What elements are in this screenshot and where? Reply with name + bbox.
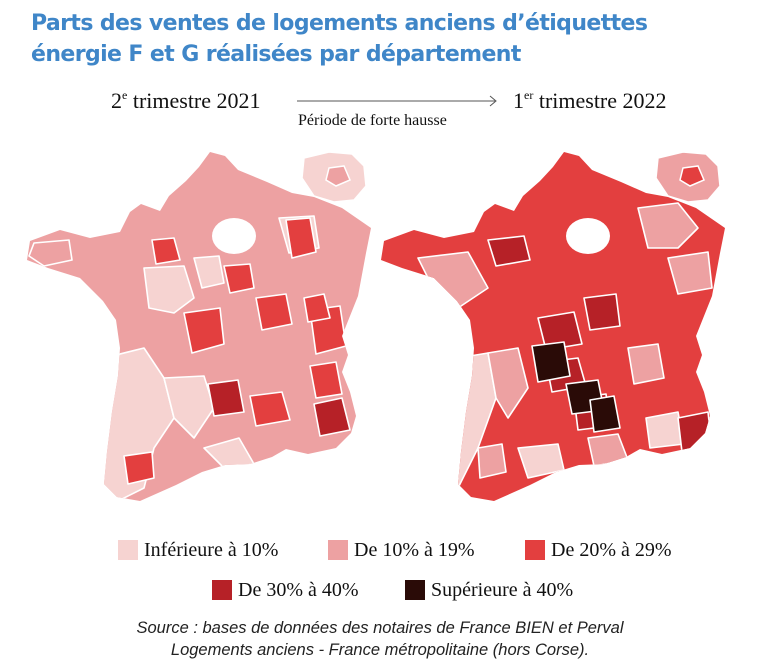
region-isere [627,343,665,385]
legend-swatch [118,540,138,560]
paris-area-gap [566,218,610,254]
legend-label: De 10% à 19% [354,538,475,561]
region-brittany [417,251,489,309]
region-finistere [28,239,73,267]
legend-swatch [405,580,425,600]
arrow-right-icon [297,95,497,107]
region-hautes-alpes [309,361,343,399]
region-meuse [285,217,317,259]
inset-paris [679,165,705,187]
legend-swatch [212,580,232,600]
legend-item-10-19: De 10% à 19% [328,537,475,563]
paris-area-gap [212,218,256,254]
period-end-text: trimestre 2022 [533,88,667,113]
map-2021-q2 [27,151,371,501]
legend-item-above-40: Supérieure à 40% [405,577,573,603]
region-indre [537,311,583,351]
period-start-text: trimestre 2021 [127,88,261,113]
region-calvados [487,235,531,267]
inset-ile-de-france [655,151,721,203]
region-lozere [249,391,291,427]
region-alsace-south [667,251,713,295]
region-lozere-dark [589,395,621,433]
legend-swatch [525,540,545,560]
region-creuse [183,307,225,354]
period-start-ordinal: 2 [111,88,122,113]
legend-label: Inférieure à 10% [144,538,279,561]
period-end-label: 1er trimestre 2022 [513,88,667,114]
region-cantal [207,379,245,417]
source-line-2: Logements anciens - France métropolitain… [170,641,590,659]
legend-swatch [328,540,348,560]
region-landes [477,443,507,479]
region-nievre [583,293,621,331]
region-southwest-center [487,347,529,419]
period-start-label: 2e trimestre 2021 [111,88,261,114]
period-arrow [296,94,502,108]
legend-label: Supérieure à 40% [431,578,574,601]
region-creuse-dark [531,341,571,383]
legend-label: De 30% à 40% [238,578,359,601]
region-ain [303,293,331,323]
region-alpes-haute-provence [313,397,351,437]
inset-paris [325,165,351,187]
region-center [193,255,225,289]
region-alpes-maritimes [677,411,713,453]
legend-item-30-40: De 30% à 40% [212,577,359,603]
region-lorraine [637,202,699,249]
legend-item-below-10: Inférieure à 10% [118,537,278,563]
inset-ile-de-france [301,151,367,203]
region-orne [151,237,181,265]
map-2022-q1 [381,151,725,501]
region-west-center [143,265,195,314]
arrow-label: Période de forte hausse [298,112,447,129]
chart-title: Parts des ventes de logements anciens d’… [31,11,648,67]
period-end-ordinal-suffix: er [524,88,534,102]
region-yonne [223,263,255,294]
period-start-ordinal-suffix: e [122,88,128,102]
legend-item-20-29: De 20% à 29% [525,537,672,563]
period-end-ordinal: 1 [513,88,524,113]
legend-label: De 20% à 29% [551,538,672,561]
region-south-center [163,375,215,439]
source-line-1: Source : bases de données des notaires d… [136,619,624,637]
region-pyrenees [123,451,155,485]
region-saone-loire [255,293,293,331]
